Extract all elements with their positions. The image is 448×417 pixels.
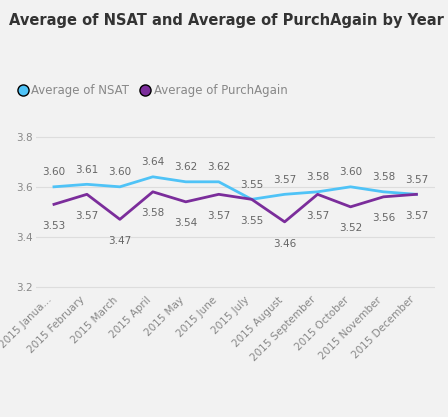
- Legend: Average of NSAT, Average of PurchAgain: Average of NSAT, Average of PurchAgain: [18, 84, 287, 97]
- Text: 3.64: 3.64: [141, 157, 164, 167]
- Text: 3.57: 3.57: [75, 211, 99, 221]
- Text: 3.62: 3.62: [207, 162, 230, 172]
- Text: 3.60: 3.60: [43, 167, 65, 177]
- Text: 3.53: 3.53: [43, 221, 65, 231]
- Text: 3.57: 3.57: [273, 175, 296, 185]
- Text: 3.57: 3.57: [306, 211, 329, 221]
- Text: 3.57: 3.57: [207, 211, 230, 221]
- Text: 3.62: 3.62: [174, 162, 198, 172]
- Text: 3.52: 3.52: [339, 224, 362, 234]
- Text: 3.54: 3.54: [174, 219, 198, 229]
- Text: 3.56: 3.56: [372, 214, 395, 224]
- Text: 3.55: 3.55: [240, 180, 263, 190]
- Text: 3.58: 3.58: [141, 208, 164, 219]
- Text: 3.47: 3.47: [108, 236, 132, 246]
- Text: 3.57: 3.57: [405, 175, 428, 185]
- Text: 3.57: 3.57: [405, 211, 428, 221]
- Text: 3.46: 3.46: [273, 239, 296, 249]
- Text: 3.60: 3.60: [339, 167, 362, 177]
- Text: 3.55: 3.55: [240, 216, 263, 226]
- Text: Average of NSAT and Average of PurchAgain by Year and Month: Average of NSAT and Average of PurchAgai…: [9, 13, 448, 28]
- Text: 3.60: 3.60: [108, 167, 131, 177]
- Text: 3.58: 3.58: [372, 172, 395, 182]
- Text: 3.58: 3.58: [306, 172, 329, 182]
- Text: 3.61: 3.61: [75, 165, 99, 175]
